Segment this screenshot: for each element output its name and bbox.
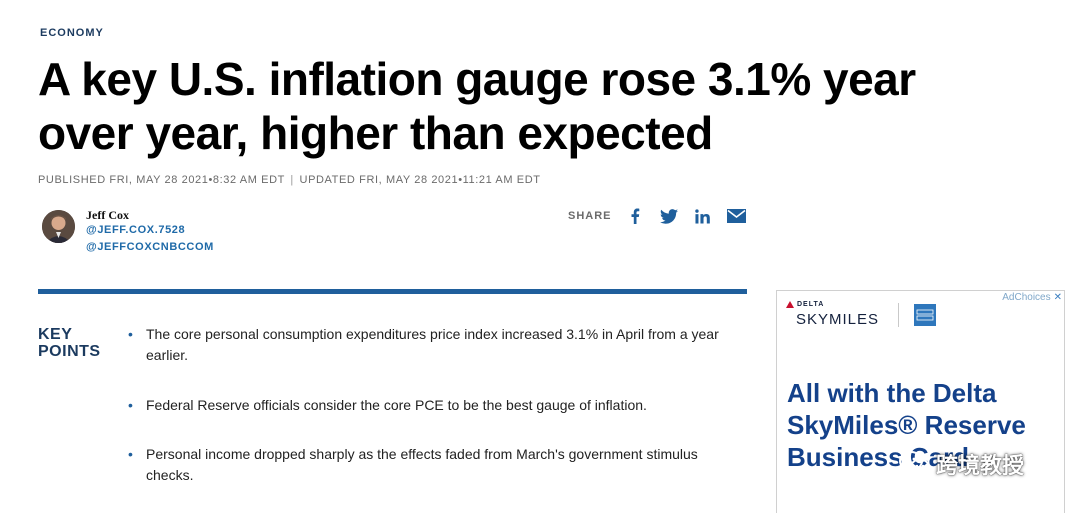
ad-logo-divider [898, 303, 899, 327]
author-byline: Jeff Cox @JEFF.COX.7528 @JEFFCOXCNBCCOM [42, 207, 462, 263]
timestamp-separator: | [290, 174, 294, 186]
key-point-text: Federal Reserve officials consider the c… [146, 397, 647, 413]
key-points-heading-line2: POINTS [38, 343, 101, 360]
author-facebook-handle-link[interactable]: @JEFF.COX.7528 [86, 224, 186, 236]
key-points-divider [38, 289, 747, 294]
amex-logo [914, 304, 936, 326]
facebook-icon[interactable] [624, 205, 646, 227]
key-point-text: Personal income dropped sharply as the e… [146, 446, 698, 483]
section-kicker-link[interactable]: ECONOMY [40, 27, 104, 39]
key-points-heading-line1: KEY [38, 326, 73, 343]
author-avatar[interactable] [42, 210, 75, 243]
advertisement-banner[interactable]: AdChoices ✕ DELTA SKYMILES All with the … [776, 290, 1065, 513]
bullet-icon: • [128, 446, 133, 462]
wechat-icon [899, 451, 930, 476]
skymiles-logo-text: SKYMILES [796, 311, 880, 328]
twitter-icon[interactable] [658, 205, 680, 227]
author-twitter-handle-link[interactable]: @JEFFCOXCNBCCOM [86, 241, 214, 253]
share-label: SHARE [568, 210, 612, 222]
email-icon[interactable] [726, 205, 748, 227]
article-headline: A key U.S. inflation gauge rose 3.1% yea… [38, 53, 916, 159]
ad-close-icon[interactable]: ✕ [1053, 292, 1062, 303]
watermark-overlay: 跨境教授 [898, 446, 1024, 482]
ad-headline[interactable]: All with the Delta SkyMiles® Reserve Bus… [787, 378, 1026, 472]
key-point-item: • Personal income dropped sharply as the… [128, 444, 726, 486]
published-time: PUBLISHED FRI, MAY 28 2021•8:32 AM EDT [38, 174, 285, 186]
adchoices-link[interactable]: AdChoices ✕ [1002, 292, 1062, 303]
delta-triangle-icon [786, 301, 794, 308]
bullet-icon: • [128, 397, 133, 413]
updated-time: UPDATED FRI, MAY 28 2021•11:21 AM EDT [299, 174, 541, 186]
delta-logo-text: DELTA [797, 301, 825, 308]
author-name-link[interactable]: Jeff Cox [86, 208, 129, 222]
share-bar: SHARE [568, 205, 760, 227]
bullet-icon: • [128, 326, 133, 342]
adchoices-label: AdChoices [1002, 292, 1051, 303]
watermark-text: 跨境教授 [936, 453, 1025, 478]
key-points-heading: KEY POINTS [38, 326, 101, 360]
delta-logo: DELTA [786, 301, 824, 308]
key-point-item: • Federal Reserve officials consider the… [128, 395, 726, 416]
key-point-item: • The core personal consumption expendit… [128, 324, 726, 366]
key-point-text: The core personal consumption expenditur… [146, 326, 719, 363]
linkedin-icon[interactable] [692, 205, 714, 227]
article-timestamps: PUBLISHED FRI, MAY 28 2021•8:32 AM EDT |… [38, 174, 541, 186]
